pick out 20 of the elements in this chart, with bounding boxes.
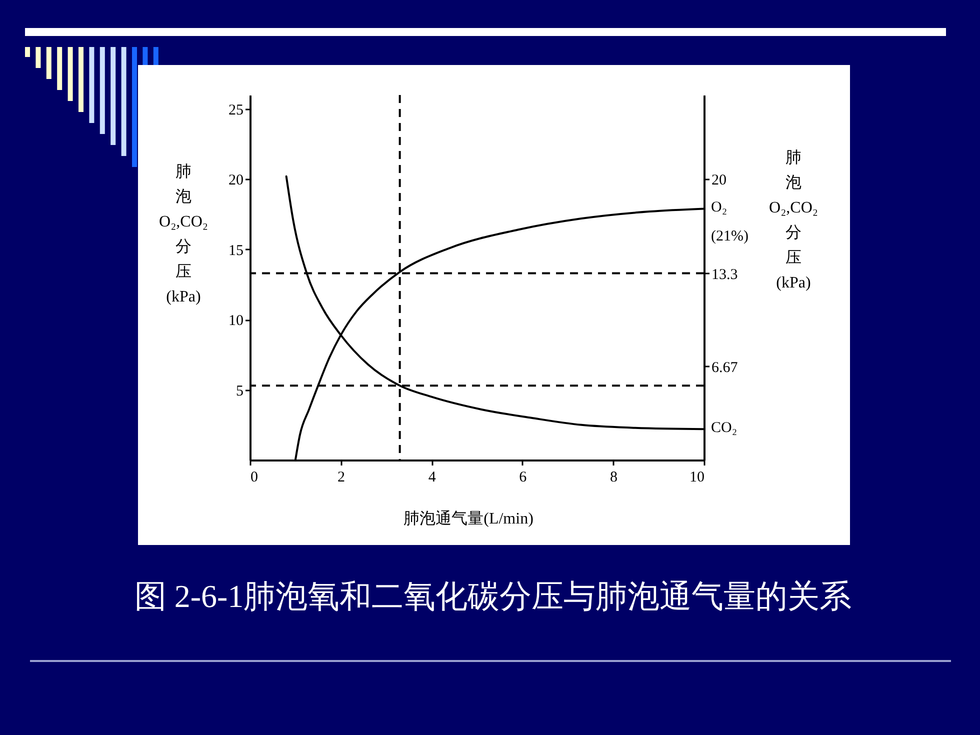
x-tick-label: 6 bbox=[519, 470, 528, 486]
x-tick-label: 8 bbox=[610, 470, 618, 486]
x-axis-title: 肺泡通气量(L/min) bbox=[404, 510, 534, 528]
y2-tick-label: 6.67 bbox=[712, 360, 738, 376]
x-tick-label: 10 bbox=[690, 470, 704, 486]
y2-tick-label: 13.3 bbox=[712, 266, 738, 283]
x-tick-label: 0 bbox=[250, 470, 258, 486]
x-tick-label: 4 bbox=[428, 470, 436, 486]
y2-tick-label: 20 bbox=[712, 172, 726, 189]
y2-axis-title: 肺泡O₂,CO₂分压(kPa) bbox=[769, 150, 818, 292]
text: 图 2-6-1肺泡氧和二氧化碳分压与肺泡通气量的关系 bbox=[134, 578, 852, 614]
y-tick-label: 20 bbox=[228, 172, 244, 189]
x-tick-label: 2 bbox=[338, 470, 346, 486]
series-label: CO₂ bbox=[711, 420, 738, 436]
y-axis-title: 肺泡O₂,CO₂分压(kPa) bbox=[159, 164, 208, 306]
y-tick-label: 15 bbox=[228, 242, 244, 259]
y-tick-label: 5 bbox=[236, 383, 244, 400]
y-tick-label: 10 bbox=[228, 313, 244, 330]
series-label: O₂ (21%) bbox=[711, 200, 748, 245]
y-tick-label: 25 bbox=[228, 102, 244, 119]
